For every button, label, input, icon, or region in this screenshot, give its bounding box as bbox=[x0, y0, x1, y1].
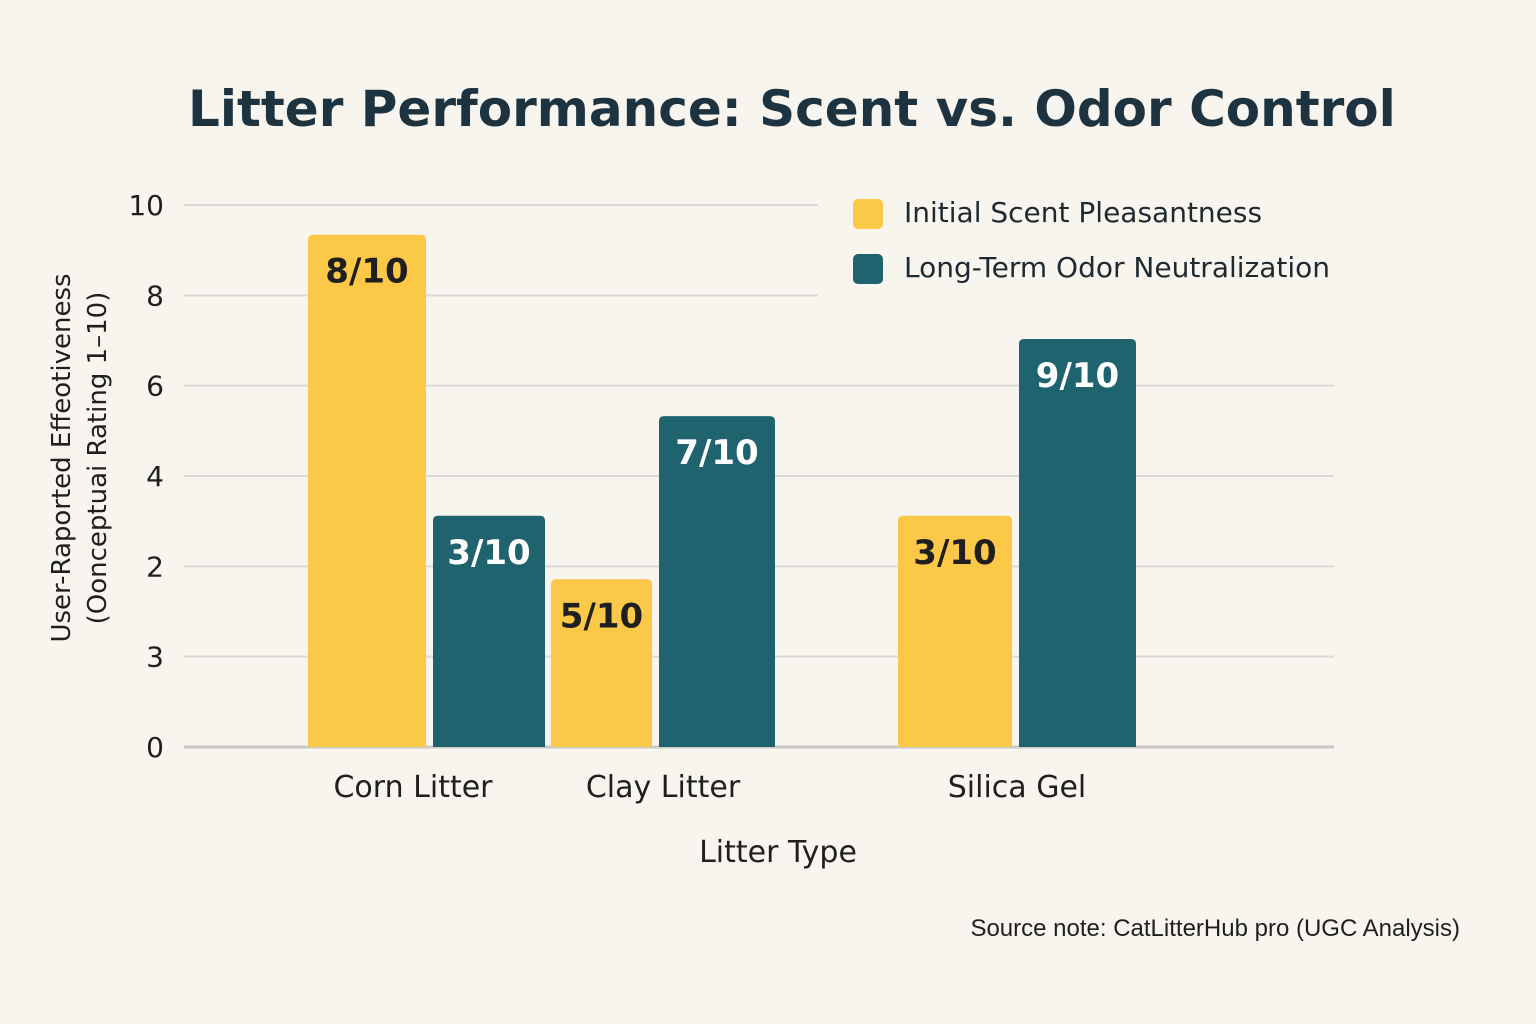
source-note: Source note: CatLitterHub pro (UGC Analy… bbox=[970, 915, 1460, 942]
x-category-label: Clay Litter bbox=[586, 770, 741, 805]
bars: 8/10 3/10 5/10 7/10 3/10 9/10 bbox=[308, 234, 1136, 747]
y-tick-label: 6 bbox=[146, 370, 164, 403]
y-tick-label: 10 bbox=[128, 189, 164, 222]
y-tick-label: 2 bbox=[146, 550, 164, 583]
bar-corn-litter-odor bbox=[433, 515, 545, 747]
bar-clay-litter-scent bbox=[551, 579, 652, 747]
y-axis-title-line-2: (Oonceptuai Rating 1–10) bbox=[83, 292, 113, 625]
y-tick-label: 0 bbox=[146, 731, 164, 764]
y-axis-ticks: 0 3 2 4 6 8 10 bbox=[128, 189, 164, 764]
legend: Initial Scent Pleasantness Long-Term Odo… bbox=[853, 196, 1330, 284]
y-tick-label: 4 bbox=[146, 460, 164, 493]
x-axis-categories: Corn Litter Clay Litter Silica Gel bbox=[333, 770, 1086, 805]
legend-swatch-odor bbox=[853, 254, 883, 284]
legend-label-odor: Long-Term Odor Neutralization bbox=[904, 251, 1330, 284]
bar-corn-litter-scent bbox=[308, 234, 426, 747]
y-tick-label: 8 bbox=[146, 279, 164, 312]
bar-silica-gel-odor bbox=[1019, 339, 1136, 747]
bar-data-label: 3/10 bbox=[447, 533, 530, 573]
bar-data-label: 3/10 bbox=[913, 533, 996, 573]
y-tick-label: 3 bbox=[146, 641, 164, 674]
y-axis-title-line-1: User-Raported Effeotiveness bbox=[47, 273, 77, 642]
legend-label-scent: Initial Scent Pleasantness bbox=[904, 196, 1262, 229]
bar-data-label: 5/10 bbox=[560, 596, 643, 636]
y-axis-title: User-Raported Effeotiveness (Oonceptuai … bbox=[47, 273, 113, 642]
bar-silica-gel-scent bbox=[898, 515, 1012, 747]
x-category-label: Silica Gel bbox=[948, 770, 1087, 805]
bar-clay-litter-odor bbox=[659, 416, 775, 747]
chart-title: Litter Performance: Scent vs. Odor Contr… bbox=[188, 80, 1396, 138]
bar-data-label: 7/10 bbox=[675, 433, 758, 473]
legend-swatch-scent bbox=[853, 199, 883, 229]
bar-data-label: 9/10 bbox=[1036, 356, 1119, 396]
bar-data-label: 8/10 bbox=[325, 252, 408, 292]
x-axis-title: Litter Type bbox=[699, 835, 857, 870]
x-category-label: Corn Litter bbox=[333, 770, 493, 805]
